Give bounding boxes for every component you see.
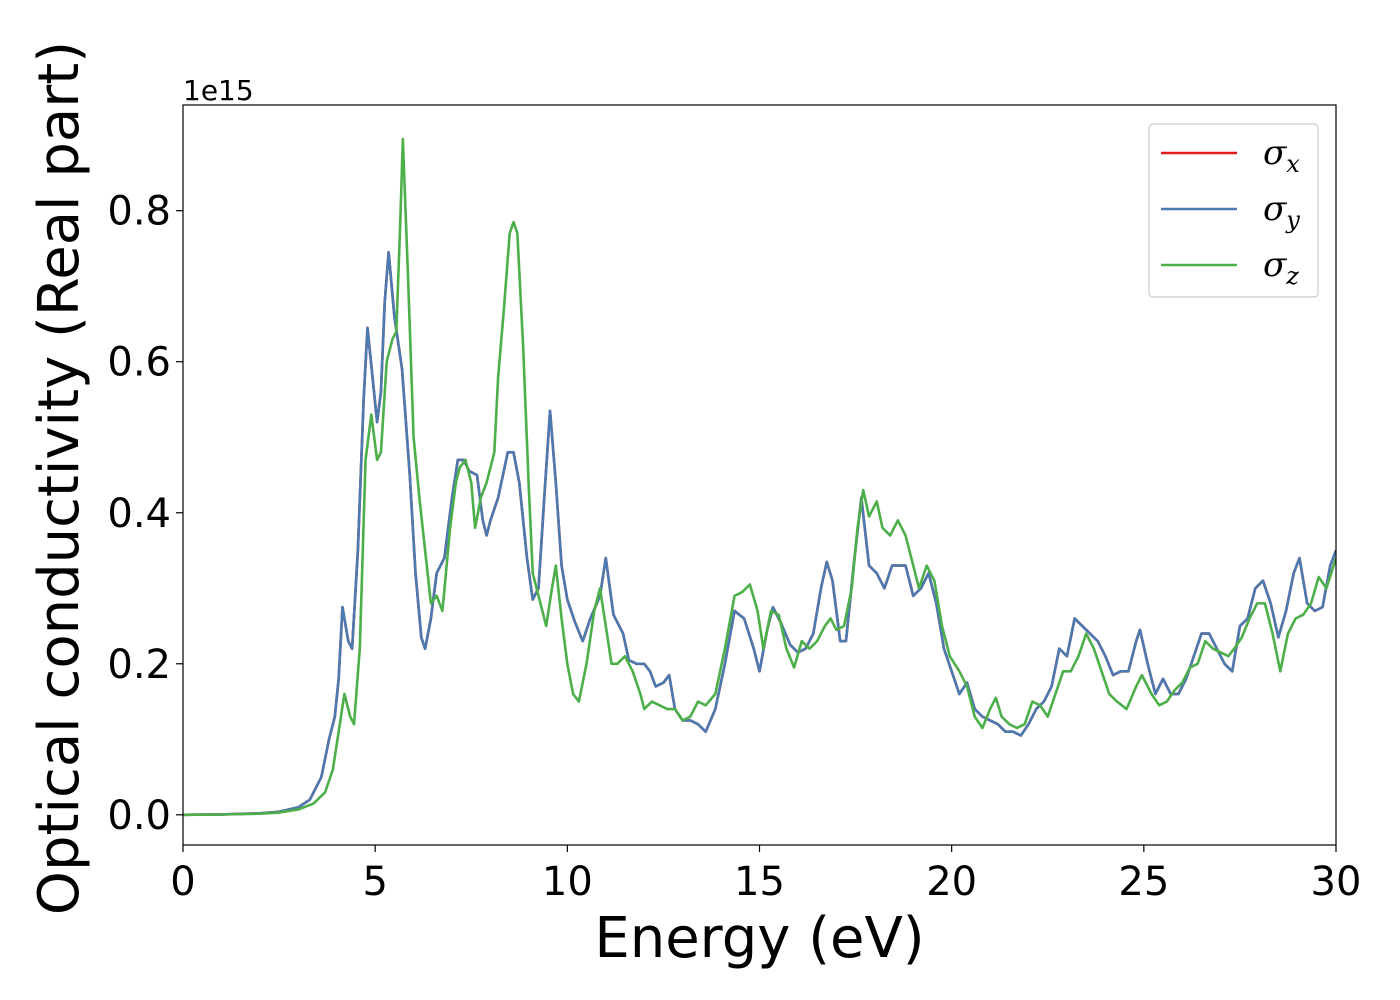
y-tick-label: 0.4 bbox=[107, 491, 171, 537]
x-tick-label: 25 bbox=[1118, 859, 1169, 905]
y-tick-label: 0.2 bbox=[107, 642, 171, 688]
series-line-z bbox=[183, 137, 1336, 817]
x-tick-label: 30 bbox=[1311, 859, 1362, 905]
x-tick-label: 15 bbox=[734, 859, 785, 905]
series-line-x bbox=[183, 250, 1336, 817]
series-layer bbox=[183, 137, 1336, 817]
x-tick-label: 20 bbox=[926, 859, 977, 905]
x-axis-label: Energy (eV) bbox=[594, 906, 924, 971]
legend-label-x: σx bbox=[1263, 133, 1300, 178]
y-tick-label: 0.0 bbox=[107, 793, 171, 839]
x-tick-label: 5 bbox=[362, 859, 387, 905]
legend-box bbox=[1148, 123, 1319, 298]
y-tick-label: 0.8 bbox=[107, 189, 171, 235]
ticks-layer: 0 5 10 15 20 25 30 0.0 0.2 0.4 0.6 0.8 bbox=[107, 189, 1361, 905]
legend-label-y: σy bbox=[1263, 189, 1300, 234]
x-tick-label: 10 bbox=[542, 859, 593, 905]
y-offset-label: 1e15 bbox=[183, 74, 254, 107]
x-tick-label: 0 bbox=[170, 859, 195, 905]
legend: σx σy σz bbox=[1148, 123, 1319, 298]
legend-label-z: σz bbox=[1263, 245, 1299, 290]
y-tick-label: 0.6 bbox=[107, 340, 171, 386]
y-axis-label: Optical conductivity (Real part) bbox=[27, 41, 92, 915]
series-line-y bbox=[183, 250, 1336, 817]
